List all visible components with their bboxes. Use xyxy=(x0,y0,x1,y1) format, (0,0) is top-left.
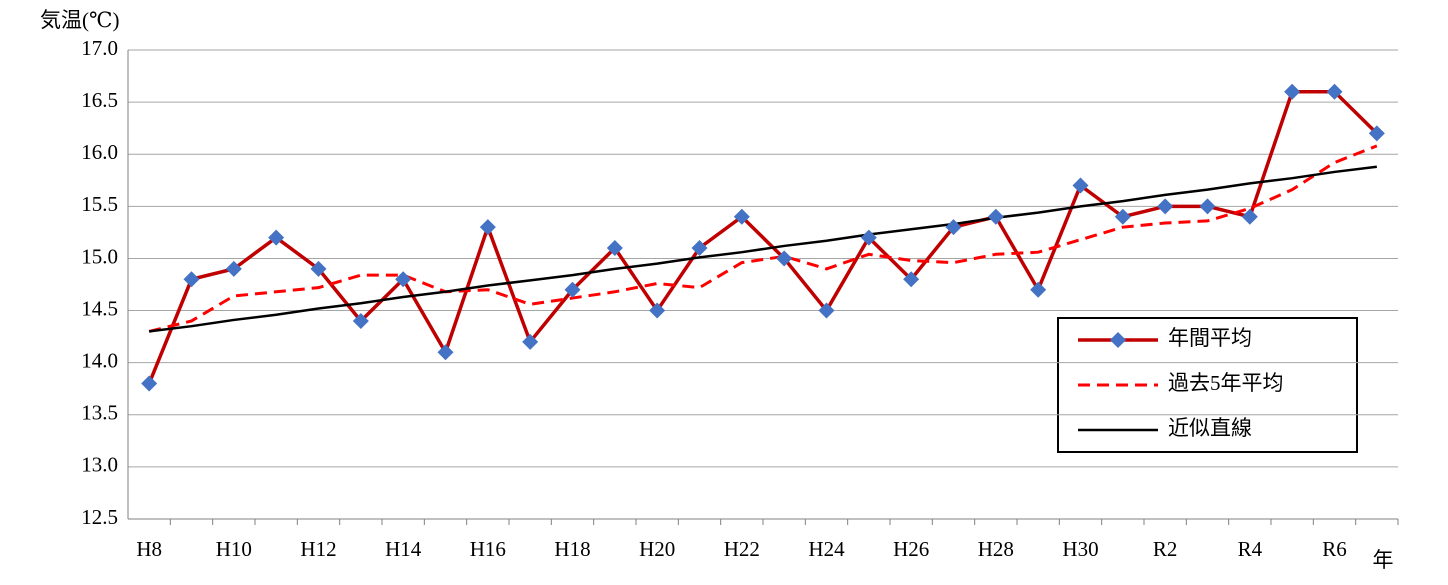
data-point xyxy=(1030,281,1047,298)
data-point xyxy=(479,219,496,236)
data-point xyxy=(183,271,200,288)
data-point xyxy=(818,302,835,319)
series-line xyxy=(149,165,1377,333)
y-tick-label: 17.0 xyxy=(81,36,118,60)
y-tick-label: 12.5 xyxy=(81,505,118,529)
data-point xyxy=(352,312,369,329)
y-tick-label: 14.0 xyxy=(81,348,118,372)
x-axis-title: 年 xyxy=(1373,548,1394,572)
data-point xyxy=(437,344,454,361)
data-point xyxy=(1199,198,1216,215)
data-point xyxy=(141,375,158,392)
x-tick-label: H22 xyxy=(724,537,760,561)
x-tick-label: R6 xyxy=(1322,537,1347,561)
y-tick-label: 14.5 xyxy=(81,296,118,320)
data-point xyxy=(945,219,962,236)
data-point xyxy=(649,302,666,319)
y-tick-label: 13.0 xyxy=(81,453,118,477)
y-tick-label: 13.5 xyxy=(81,401,118,425)
data-point xyxy=(606,240,623,257)
x-tick-label: H10 xyxy=(216,537,252,561)
data-point xyxy=(903,271,920,288)
y-axis-title: 気温(℃) xyxy=(40,8,119,32)
x-tick-label: R2 xyxy=(1153,537,1178,561)
y-tick-label: 16.5 xyxy=(81,88,118,112)
x-tick-label: H12 xyxy=(300,537,336,561)
legend-label: 近似直線 xyxy=(1168,416,1252,440)
y-tick-label: 15.0 xyxy=(81,244,118,268)
data-point xyxy=(1114,208,1131,225)
data-point xyxy=(733,208,750,225)
x-tick-label: H20 xyxy=(639,537,675,561)
y-tick-label: 15.5 xyxy=(81,192,118,216)
data-point xyxy=(310,260,327,277)
data-point xyxy=(860,229,877,246)
data-point xyxy=(1157,198,1174,215)
data-point xyxy=(268,229,285,246)
x-tick-label: H30 xyxy=(1062,537,1098,561)
legend-label: 年間平均 xyxy=(1168,326,1252,350)
x-tick-label: H18 xyxy=(554,537,590,561)
x-tick-label: H14 xyxy=(385,537,422,561)
x-tick-label: H26 xyxy=(893,537,929,561)
x-tick-label: H8 xyxy=(136,537,162,561)
data-point xyxy=(522,333,539,350)
data-point xyxy=(564,281,581,298)
data-point xyxy=(1241,208,1258,225)
data-point xyxy=(1284,83,1301,100)
data-point xyxy=(987,208,1004,225)
series-line xyxy=(148,144,1378,333)
data-point xyxy=(1072,177,1089,194)
data-point xyxy=(1326,83,1343,100)
data-point xyxy=(1368,125,1385,142)
legend-marker xyxy=(1110,332,1126,348)
x-tick-label: H16 xyxy=(470,537,506,561)
legend-label: 過去5年平均 xyxy=(1168,371,1284,395)
x-tick-label: H24 xyxy=(808,537,845,561)
data-point xyxy=(776,250,793,267)
x-tick-label: R4 xyxy=(1238,537,1263,561)
x-tick-label: H28 xyxy=(978,537,1014,561)
y-tick-label: 16.0 xyxy=(81,140,118,164)
data-point xyxy=(395,271,412,288)
data-point xyxy=(691,240,708,257)
data-point xyxy=(225,260,242,277)
